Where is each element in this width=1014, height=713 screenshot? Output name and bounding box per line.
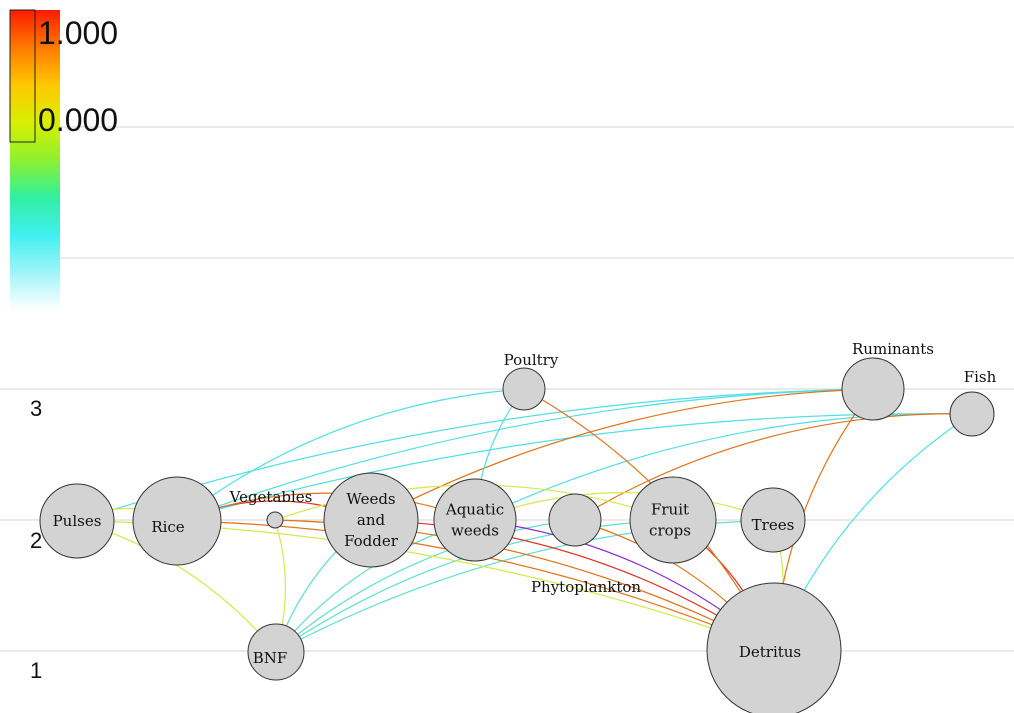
node-label-line: Fruit <box>651 501 689 519</box>
flow-aquatic-to-fish <box>474 413 973 521</box>
flow-trees-to-aquatic <box>474 492 774 521</box>
node-label-line: Ruminants <box>852 340 934 358</box>
node-circle-phyto[interactable] <box>548 493 602 547</box>
node-label-rice: Rice <box>151 518 184 536</box>
node-label-vegetables: Vegetables <box>229 488 313 506</box>
level-label-2: 2 <box>30 528 42 553</box>
legend-range-box <box>9 9 36 143</box>
node-label-weeds: Weeds and Fodder <box>344 490 399 550</box>
flow-rice-to-ruminants <box>176 388 874 522</box>
node-label-ruminants: Ruminants <box>852 340 934 358</box>
node-label-pulses: Pulses <box>53 512 102 530</box>
node-label-line: Fish <box>964 368 997 386</box>
node-rice[interactable]: Rice <box>132 476 222 566</box>
node-circle-poultry[interactable] <box>502 367 546 411</box>
node-circle-bnf[interactable] <box>247 623 305 681</box>
node-label-line: and <box>357 511 386 529</box>
node-label-poultry: Poultry <box>504 351 559 369</box>
node-label-line: BNF <box>253 649 288 667</box>
node-label-line: crops <box>649 522 691 540</box>
level-label-3: 3 <box>30 396 42 421</box>
node-label-detritus: Detritus <box>739 643 801 661</box>
node-vegetables[interactable]: Vegetables <box>229 488 313 529</box>
color-legend: 1.000 0.000 <box>9 9 118 310</box>
node-label-line: weeds <box>451 522 499 540</box>
node-fruit[interactable]: Fruit crops <box>629 476 717 564</box>
node-fish[interactable]: Fish <box>949 368 997 437</box>
node-label-line: Fodder <box>344 532 399 550</box>
node-circle-detritus[interactable] <box>706 582 842 713</box>
node-circle-trees[interactable] <box>740 487 806 553</box>
node-label-line: Rice <box>151 518 184 536</box>
node-phyto[interactable]: Phytoplankton <box>531 493 641 596</box>
node-label-line: Vegetables <box>229 488 313 506</box>
node-label-fruit: Fruit crops <box>649 501 691 540</box>
node-poultry[interactable]: Poultry <box>502 351 559 411</box>
legend-max-label: 1.000 <box>38 15 118 51</box>
node-label-line: Pulses <box>53 512 102 530</box>
node-label-line: Poultry <box>504 351 559 369</box>
legend-mid-label: 0.000 <box>38 102 118 138</box>
level-label-1: 1 <box>30 658 42 683</box>
node-label-line: Phytoplankton <box>531 578 641 596</box>
node-label-line: Weeds <box>346 490 395 508</box>
node-label-trees: Trees <box>752 516 795 534</box>
node-label-line: Detritus <box>739 643 801 661</box>
node-detritus[interactable]: Detritus <box>706 582 842 713</box>
node-circle-vegetables[interactable] <box>266 511 284 529</box>
node-circle-pulses[interactable] <box>39 483 115 559</box>
level-labels: 3 2 1 <box>30 396 42 683</box>
node-label-phyto: Phytoplankton <box>531 578 641 596</box>
node-circle-weeds[interactable] <box>323 472 419 568</box>
node-label-aquatic: Aquatic weeds <box>445 501 504 540</box>
node-trees[interactable]: Trees <box>740 487 806 553</box>
node-circle-rice[interactable] <box>132 476 222 566</box>
flow-weeds-to-ruminants <box>370 388 874 521</box>
node-circle-fish[interactable] <box>949 391 995 437</box>
node-circle-ruminants[interactable] <box>841 357 905 421</box>
node-ruminants[interactable]: Ruminants <box>841 340 934 421</box>
node-aquatic[interactable]: Aquatic weeds <box>433 478 517 562</box>
node-circle-fruit[interactable] <box>629 476 717 564</box>
node-label-fish: Fish <box>964 368 997 386</box>
node-label-line: Trees <box>752 516 795 534</box>
node-label-bnf: BNF <box>253 649 288 667</box>
node-circle-aquatic[interactable] <box>433 478 517 562</box>
node-label-line: Aquatic <box>445 501 504 519</box>
node-bnf[interactable]: BNF <box>247 623 305 681</box>
flow-rice-to-poultry <box>176 388 525 522</box>
node-pulses[interactable]: Pulses <box>39 483 115 559</box>
nodes: Pulses Rice Vegetables Weeds and Fodder Aquati… <box>39 340 997 713</box>
flow-bnf-to-phyto <box>275 519 576 653</box>
node-weeds[interactable]: Weeds and Fodder <box>323 472 419 568</box>
